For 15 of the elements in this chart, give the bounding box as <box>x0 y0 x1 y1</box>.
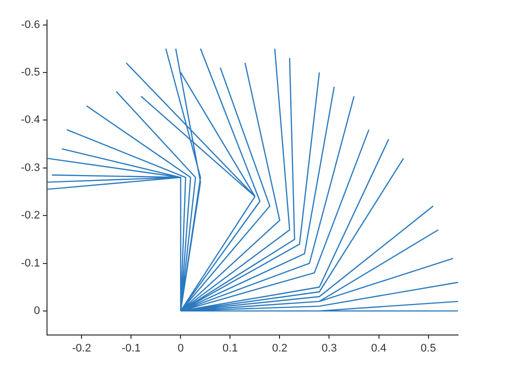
x-tick-label: 0.5 <box>420 342 436 354</box>
y-tick-label: -0.5 <box>20 66 40 78</box>
x-tick-label: 0 <box>178 342 184 354</box>
y-tick-label: 0 <box>34 304 40 317</box>
y-tick-label: -0.4 <box>20 114 40 126</box>
y-tick-label: -0.3 <box>20 162 40 174</box>
y-tick-label: -0.6 <box>20 18 40 31</box>
x-tick-label: 0.3 <box>322 342 337 354</box>
x-tick-label: 0.4 <box>371 342 386 354</box>
x-tick-label: 0.1 <box>222 342 238 354</box>
y-tick-label: -0.1 <box>20 257 40 270</box>
x-tick-label: 0.2 <box>272 342 288 354</box>
x-tick-label: -0.2 <box>72 342 92 354</box>
x-tick-label: -0.1 <box>122 342 141 354</box>
y-tick-label: -0.2 <box>20 210 40 222</box>
